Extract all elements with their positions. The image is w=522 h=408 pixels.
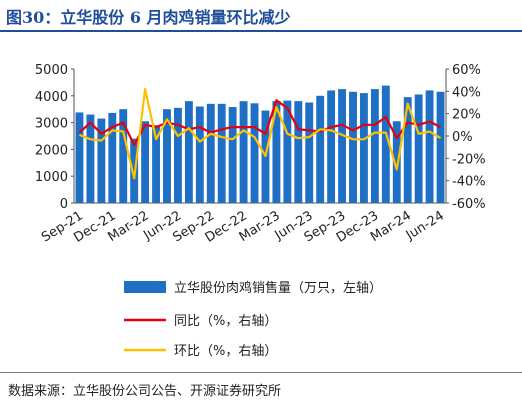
bar-sales-volume [239,101,248,203]
x-axis-tick-label: Jun-24 [403,208,447,243]
bar-sales-volume [184,101,193,203]
bar-sales-volume [381,85,390,203]
left-axis-tick-label: 1000 [35,170,68,185]
line-qoq [79,87,442,180]
bar-sales-volume [174,107,182,203]
bar-sales-volume [425,90,434,203]
chart-area: 0 1000 2000 3000 4000 5000 -60% -40% -20% 0% 20% 40… [0,34,522,370]
right-axis-tick-label: -60% [452,197,486,212]
bar-sales-volume [141,121,150,203]
bar-sales-volume [360,93,368,203]
bar-sales-volume [75,112,84,203]
bar-sales-volume [195,106,204,203]
left-axis-tick-label: 0 [60,197,68,212]
bar-sales-volume [283,100,292,203]
legend-label: 立华股份肉鸡销售量（万只，左轴） [174,280,382,296]
bar-sales-volume [403,97,412,203]
bar-sales-volume [228,107,237,203]
left-axis-tick-label: 2000 [35,143,68,158]
bar-sales-volume [327,90,336,203]
figure-title: 图30：立华股份 6 月肉鸡销量环比减少 [6,8,291,27]
bar-sales-volume [250,103,259,203]
right-axis-tick-label: -40% [452,175,486,190]
legend-label: 环比（%，右轴） [174,344,277,359]
bar-sales-volume [370,89,379,203]
bar-sales-volume [163,109,171,203]
bar-sales-volume [436,91,445,203]
right-axis-tick-label: 0% [452,130,473,145]
bar-sales-volume [294,101,303,203]
bar-sales-volume [305,102,314,203]
combo-chart: 0 1000 2000 3000 4000 5000 -60% -40% -20% 0% 20% 40… [35,63,486,359]
bar-sales-volume [349,91,357,203]
source-divider [0,372,522,373]
left-axis-tick-label: 3000 [35,117,68,132]
bar-sales-volume [152,125,160,203]
legend-label: 同比（%，右轴） [174,314,277,329]
left-axis-tick-label: 5000 [35,63,68,78]
bar-sales-volume [316,95,325,203]
legend-swatch-bar [124,281,166,293]
title-divider [0,30,522,32]
bar-sales-volume [338,89,346,203]
bar-sales-volume [272,101,281,203]
bar-sales-volume [414,94,423,203]
bar-sales-volume [217,103,226,203]
bar-sales-volume [206,103,215,203]
right-axis-tick-label: -20% [452,152,486,167]
bar-sales-volume [86,114,95,203]
bar-sales-volume [119,109,128,203]
right-axis-tick-label: 20% [452,108,481,123]
bar-sales-volume [392,121,401,203]
bar-sales-volume [108,112,117,203]
source-note: 数据来源：立华股份公司公告、开源证券研究所 [8,384,282,399]
right-axis-tick-label: 60% [452,63,481,78]
right-axis-tick-label: 40% [452,85,481,100]
bar-sales-volume [97,118,106,203]
left-axis-tick-label: 4000 [35,90,68,105]
